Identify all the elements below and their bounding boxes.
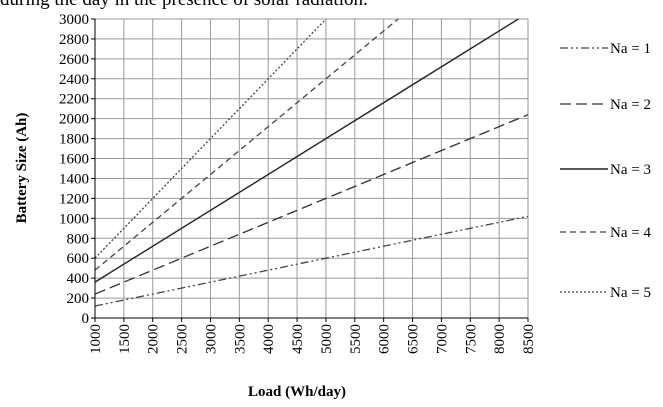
x-tick-label-12: 7000: [434, 324, 450, 354]
y-tick-label-14: 2800: [59, 32, 89, 48]
y-axis-label: Battery Size (Ah): [14, 113, 30, 224]
series-line-na-2: [95, 114, 528, 295]
x-tick-label-3: 2500: [175, 324, 191, 354]
y-tick-label-10: 2000: [59, 112, 89, 128]
legend-label-na-4: Na = 4: [610, 225, 651, 241]
y-tick-label-0: 0: [82, 311, 90, 327]
legend: Na = 1 Na = 2 Na = 3 Na = 4 Na = 5: [560, 41, 651, 301]
series-line-na-4: [95, 19, 400, 271]
x-tick-label-10: 6000: [377, 324, 393, 354]
grid: [94, 18, 529, 319]
x-tick-label-5: 3500: [232, 324, 248, 354]
x-tick-label-7: 4500: [290, 324, 306, 354]
caption-fragment: during the day in the presence of solar …: [0, 0, 663, 11]
x-tick-label-9: 5500: [348, 324, 364, 354]
legend-label-na-1: Na = 1: [610, 41, 651, 57]
legend-label-na-3: Na = 3: [610, 162, 651, 178]
series-line-na-1: [95, 215, 528, 307]
y-tick-label-12: 2400: [59, 72, 89, 88]
x-tick-label-6: 4000: [261, 324, 277, 354]
y-tick-label-2: 400: [67, 271, 90, 287]
y-tick-label-15: 3000: [59, 12, 89, 28]
x-tick-label-2: 2000: [146, 324, 162, 354]
y-tick-label-1: 200: [67, 291, 90, 307]
y-tick-label-13: 2600: [59, 52, 89, 68]
x-tick-label-13: 7500: [463, 324, 479, 354]
y-tick-label-5: 1000: [59, 211, 89, 227]
series-line-na-3: [95, 19, 520, 283]
y-tick-labels: 0 200 400 600 800 1000 1200 1400 1600 1800 2000 220…: [59, 12, 89, 327]
x-tick-labels: 1000 1500 2000 2500 3000 3500 4000 4500 5000 5500…: [88, 324, 537, 354]
x-tick-label-0: 1000: [88, 324, 104, 354]
x-tick-label-8: 5000: [319, 324, 335, 354]
x-tick-label-14: 8000: [492, 324, 508, 354]
y-tick-label-3: 600: [67, 251, 90, 267]
x-tick-label-1: 1500: [117, 324, 133, 354]
x-tick-label-11: 6500: [406, 324, 422, 354]
legend-label-na-5: Na = 5: [610, 285, 651, 301]
axes: [91, 18, 529, 322]
y-tick-label-6: 1200: [59, 191, 89, 207]
y-tick-label-9: 1800: [59, 132, 89, 148]
x-axis-label: Load (Wh/day): [248, 384, 346, 400]
x-tick-label-4: 3000: [203, 324, 219, 354]
y-tick-label-7: 1400: [59, 171, 89, 187]
x-tick-label-15: 8500: [521, 324, 537, 354]
y-tick-label-11: 2200: [59, 92, 89, 108]
legend-label-na-2: Na = 2: [610, 97, 651, 113]
y-tick-label-4: 800: [67, 231, 90, 247]
y-tick-label-8: 1600: [59, 152, 89, 168]
series-lines: [95, 19, 528, 307]
